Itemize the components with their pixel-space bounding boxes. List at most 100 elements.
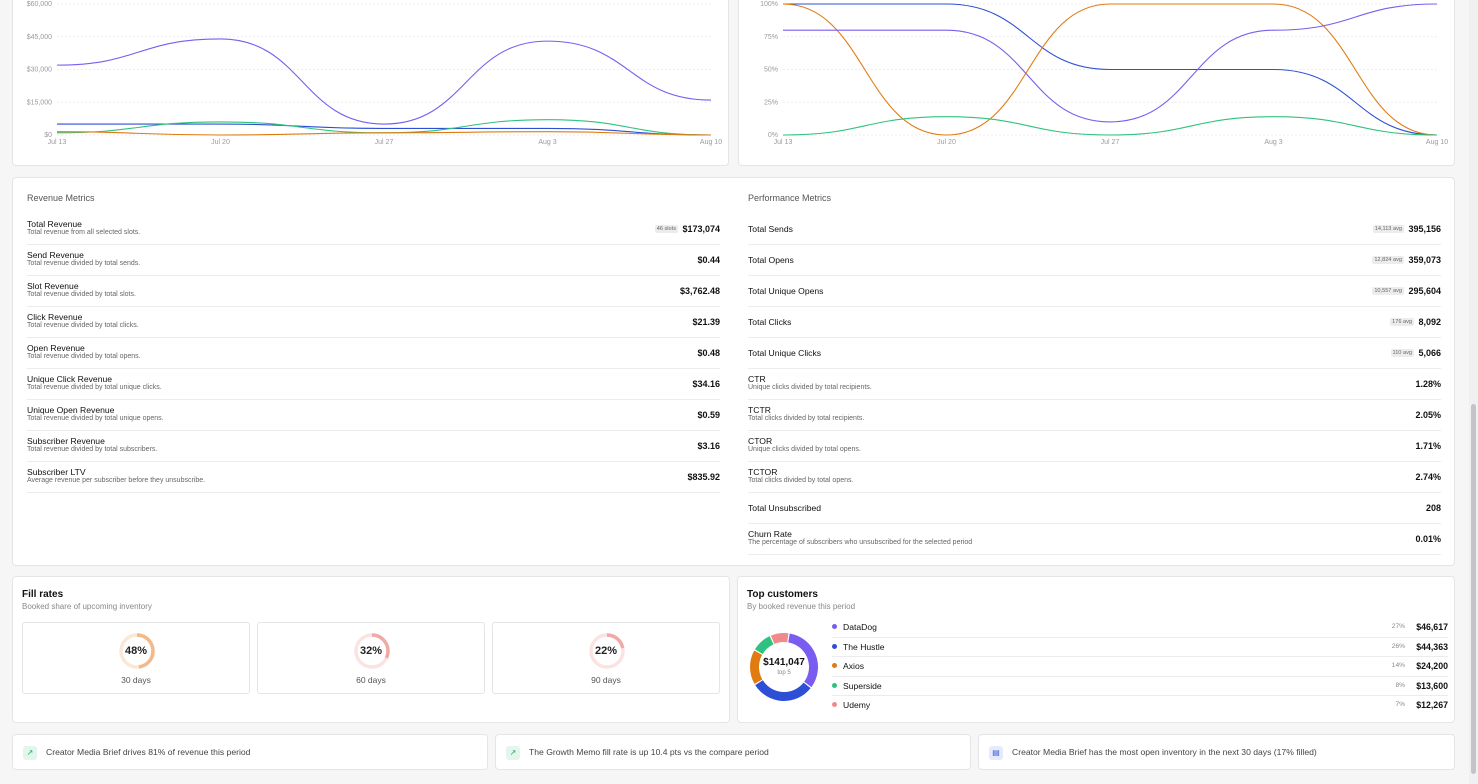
y-tick-label: 50% [764,67,778,74]
metric-label: CTOR [748,436,773,446]
customer-row[interactable]: Superside 8% $13,600 [832,677,1448,696]
scrollbar-thumb[interactable] [1471,404,1476,774]
metric-badge: 176 avg [1390,318,1414,326]
metric-label: Total Unsubscribed [748,503,822,513]
customer-share: 8% [1395,681,1405,689]
customer-color-dot [832,624,837,629]
metric-value: $3,762.48 [679,286,720,296]
metric-row: Churn Rate The percentage of subscribers … [748,524,1441,555]
fill-rate-period: 60 days [356,675,386,685]
insight-card[interactable]: ↗ Creator Media Brief drives 81% of reven… [12,734,488,770]
y-tick-label: $30,000 [27,67,52,74]
metric-description: Total revenue divided by total clicks. [27,322,139,329]
page-scrollbar[interactable] [1469,0,1478,784]
customer-color-dot [832,643,837,649]
metric-row: CTR Unique clicks divided by total recipi… [748,369,1441,400]
revenue-metrics-title: Revenue Metrics [27,193,95,203]
metric-row: Total Unsubscribed 208 [748,493,1441,524]
metric-description: Total revenue divided by total unique op… [27,415,164,422]
customer-row[interactable]: The Hustle 26% $44,363 [832,638,1448,657]
insight-text: Creator Media Brief has the most open in… [1012,747,1317,757]
fill-rate-ring [119,633,155,669]
metric-label: Unique Click Revenue [27,374,113,384]
metric-description: The percentage of subscribers who unsubs… [748,539,973,546]
x-tick-label: Aug 3 [1264,139,1282,146]
inventory-icon: ▤ [989,746,1003,760]
metric-description: Total revenue divided by total subscribe… [27,446,158,453]
customer-revenue: $44,363 [1416,641,1448,652]
y-tick-label: $0 [44,132,52,139]
customer-share: 26% [1391,642,1405,650]
donut-slice-0 [788,633,818,688]
trend-up-icon: ↗ [506,746,520,760]
customer-revenue: $13,600 [1416,680,1448,691]
metric-value: 0.01% [1415,534,1441,544]
series-line-3 [782,116,1438,136]
metric-description: Total revenue divided by total unique cl… [27,384,162,391]
metric-row: CTOR Unique clicks divided by total opens… [748,431,1441,462]
x-tick-label: Aug 10 [1426,139,1448,146]
metric-label: Total Sends [748,224,793,234]
donut-slice-1 [755,680,811,701]
fill-rates-card: Fill rates Booked share of upcoming inve… [12,576,730,723]
metric-label: Open Revenue [27,343,85,353]
customer-row[interactable]: Axios 14% $24,200 [832,657,1448,677]
metric-label: Churn Rate [748,529,792,539]
donut-slice-3 [754,636,774,654]
customer-color-dot [832,702,837,707]
customer-name: Axios [843,661,865,671]
metric-label: Total Clicks [748,317,792,327]
revenue-metrics-list: Total Revenue Total revenue from all sele… [13,214,734,514]
metric-label: CTR [748,374,766,384]
series-line-2 [783,3,1438,123]
series-line-3 [56,131,712,136]
insight-card[interactable]: ▤ Creator Media Brief has the most open i… [978,734,1455,770]
x-tick-label: Jul 13 [48,139,67,146]
fill-rate-box: 32% 60 days [257,622,485,694]
metric-row: Total Revenue Total revenue from all sele… [27,214,720,245]
metric-row: Total Unique Clicks 5,066 110 avg [748,338,1441,369]
fill-rate-percent: 32% [359,645,383,657]
metric-row: Unique Open Revenue Total revenue divided… [27,400,720,431]
metric-badge: 46 slots [654,225,678,233]
top-customers-subtitle: By booked revenue this period [747,602,856,611]
x-tick-label: Aug 10 [700,139,722,146]
metric-description: Average revenue per subscriber before th… [27,477,206,484]
customer-row[interactable]: DataDog 27% $46,617 [832,618,1448,638]
metric-row: Click Revenue Total revenue divided by to… [27,307,720,338]
metric-value: 295,604 [1408,286,1441,296]
x-tick-label: Jul 27 [375,139,394,146]
customer-name: DataDog [843,622,877,632]
fill-rate-period: 90 days [591,675,621,685]
revenue-trend-card: $60,000 $45,000 $30,000 $15,000 $0 Jul 13 Jul … [12,0,729,166]
fill-rate-ring [354,633,390,669]
metric-description: Unique clicks divided by total recipient… [748,384,872,391]
metric-badge: 12,824 avg [1372,256,1404,264]
metric-label: Total Unique Opens [748,286,824,296]
insight-card[interactable]: ↗ The Growth Memo fill rate is up 10.4 pt… [495,734,971,770]
top-customers-card: Top customers By booked revenue this per… [737,576,1455,723]
metric-value: 1.28% [1415,379,1441,389]
series-line-0 [783,3,1438,136]
x-tick-label: Jul 20 [211,139,230,146]
performance-metrics-list: Total Sends 395,156 14,113 avg Total Opens 3… [734,214,1455,559]
metric-value: 5,066 [1418,348,1441,358]
metric-value: $173,074 [682,224,720,234]
customer-name: Superside [843,680,882,691]
metric-row: TCTOR Total clicks divided by total opens… [748,462,1441,493]
metric-value: 2.74% [1415,472,1441,482]
customer-row[interactable]: Udemy 7% $12,267 [832,696,1448,716]
insight-text: Creator Media Brief drives 81% of revenu… [46,747,251,757]
rate-trend-chart: 100% 75% 50% 25% 0%Jul 13 Jul 20 Jul 27 Aug 3 Au… [760,1,1448,146]
rate-trend-card: 100% 75% 50% 25% 0% Jul 13 Jul 20 Jul 27 Aug 3 Au… [738,0,1455,166]
top-customers-title: Top customers [747,589,818,600]
metric-value: $3.16 [697,441,720,451]
metrics-card: Revenue Metrics Performance Metrics Tota… [12,177,1455,566]
customer-share: 7% [1395,701,1405,708]
metric-description: Total revenue divided by total slots. [27,291,136,298]
customer-name: The Hustle [843,641,885,652]
metric-row: Total Sends 395,156 14,113 avg [748,214,1441,245]
customer-color-dot [832,682,837,688]
ring-fill [119,633,155,669]
